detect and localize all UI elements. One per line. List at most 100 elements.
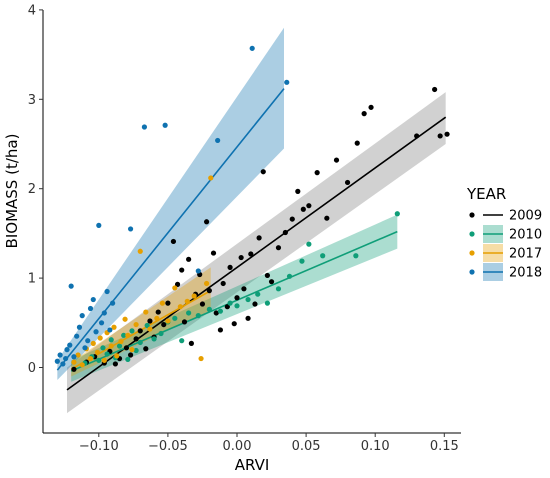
y-tick-label: 4 bbox=[28, 3, 36, 18]
point-2009 bbox=[181, 319, 188, 325]
point-2018 bbox=[60, 361, 66, 367]
x-tick-label: 0.15 bbox=[430, 439, 459, 454]
point-2009 bbox=[234, 295, 240, 301]
point-2009 bbox=[238, 254, 244, 261]
x-axis-ticks: −0.10 −0.05 0.00 0.05 0.10 0.15 bbox=[79, 433, 459, 454]
point-2010 bbox=[206, 306, 212, 312]
point-2010 bbox=[245, 296, 251, 303]
point-2018 bbox=[64, 347, 70, 353]
point-2009 bbox=[260, 169, 266, 175]
point-2009 bbox=[300, 206, 306, 212]
legend-key-2018: 2018 bbox=[469, 263, 542, 281]
point-2017 bbox=[208, 175, 214, 181]
point-2017 bbox=[79, 362, 85, 368]
point-2009 bbox=[199, 301, 206, 307]
point-2009 bbox=[123, 345, 130, 351]
point-2017 bbox=[94, 349, 101, 355]
point-2017 bbox=[203, 280, 210, 287]
point-2009 bbox=[361, 111, 367, 117]
point-2009 bbox=[289, 216, 295, 222]
point-2018 bbox=[195, 268, 201, 274]
point-2010 bbox=[275, 286, 282, 292]
point-2010 bbox=[133, 347, 139, 354]
point-2017 bbox=[198, 355, 204, 362]
point-2017 bbox=[177, 304, 183, 310]
point-2009 bbox=[220, 280, 226, 287]
point-2009 bbox=[210, 250, 217, 256]
legend-point-swatch bbox=[469, 231, 475, 237]
point-2009 bbox=[306, 203, 312, 209]
point-2017 bbox=[137, 248, 143, 254]
legend-key-2017: 2017 bbox=[469, 244, 542, 262]
point-2010 bbox=[234, 303, 240, 309]
legend-label-2009: 2009 bbox=[509, 209, 542, 224]
point-2018 bbox=[63, 355, 69, 362]
legend-point-swatch bbox=[469, 212, 475, 218]
x-tick-label: −0.10 bbox=[79, 439, 119, 454]
point-2009 bbox=[314, 170, 320, 176]
legend-label-2010: 2010 bbox=[509, 228, 542, 243]
y-tick-label: 2 bbox=[28, 182, 36, 197]
y-axis-title: BIOMASS (t/ha) bbox=[3, 134, 21, 249]
legend: YEAR 2009 2010 2017 2018 bbox=[466, 185, 542, 281]
point-2018 bbox=[79, 313, 85, 319]
point-2009 bbox=[133, 336, 139, 342]
point-2009 bbox=[245, 315, 251, 321]
point-2018 bbox=[141, 124, 148, 130]
fit-line-2009 bbox=[66, 116, 447, 391]
point-2010 bbox=[217, 308, 224, 314]
point-2018 bbox=[98, 320, 105, 326]
point-2009 bbox=[256, 235, 262, 241]
point-2017 bbox=[97, 335, 103, 341]
point-2018 bbox=[104, 288, 110, 295]
point-2018 bbox=[54, 358, 60, 364]
point-2009 bbox=[432, 86, 438, 93]
point-2010 bbox=[104, 351, 110, 357]
point-2010 bbox=[158, 330, 164, 337]
point-2009 bbox=[217, 327, 224, 333]
point-2009 bbox=[241, 286, 247, 292]
point-2018 bbox=[57, 352, 63, 358]
legend-point-swatch bbox=[469, 269, 475, 275]
point-2009 bbox=[354, 140, 360, 146]
point-2010 bbox=[144, 322, 150, 329]
point-2009 bbox=[264, 272, 271, 279]
point-2009 bbox=[414, 133, 420, 139]
point-2010 bbox=[125, 356, 131, 363]
point-2009 bbox=[344, 179, 351, 186]
y-axis-ticks: 0 1 2 3 4 bbox=[28, 3, 43, 376]
point-2009 bbox=[71, 366, 77, 372]
point-2010 bbox=[137, 339, 143, 346]
point-2010 bbox=[286, 273, 293, 279]
point-2010 bbox=[179, 338, 185, 344]
point-2010 bbox=[186, 310, 192, 316]
point-2017 bbox=[191, 293, 197, 299]
point-2009 bbox=[147, 318, 153, 324]
point-2010 bbox=[116, 343, 123, 349]
point-2009 bbox=[324, 215, 330, 221]
point-2018 bbox=[107, 327, 113, 333]
point-2009 bbox=[127, 352, 134, 358]
point-2017 bbox=[111, 324, 117, 330]
point-2009 bbox=[174, 281, 181, 287]
point-2010 bbox=[151, 336, 157, 342]
point-2010 bbox=[108, 337, 114, 343]
point-2017 bbox=[87, 355, 94, 362]
legend-key-2009: 2009 bbox=[469, 209, 542, 224]
x-tick-label: 0.00 bbox=[223, 439, 252, 454]
point-2017 bbox=[71, 359, 77, 365]
point-2009 bbox=[295, 188, 301, 194]
point-2017 bbox=[154, 315, 160, 321]
point-2009 bbox=[252, 301, 258, 307]
point-2009 bbox=[203, 219, 210, 225]
point-2018 bbox=[162, 122, 168, 128]
point-2017 bbox=[129, 347, 135, 353]
point-2009 bbox=[179, 267, 185, 273]
point-2018 bbox=[71, 354, 77, 360]
point-2010 bbox=[121, 332, 127, 338]
point-2010 bbox=[96, 357, 102, 363]
point-2017 bbox=[184, 298, 190, 304]
x-tick-label: 0.10 bbox=[361, 439, 390, 454]
point-2018 bbox=[90, 296, 96, 303]
x-tick-label: 0.05 bbox=[292, 439, 321, 454]
